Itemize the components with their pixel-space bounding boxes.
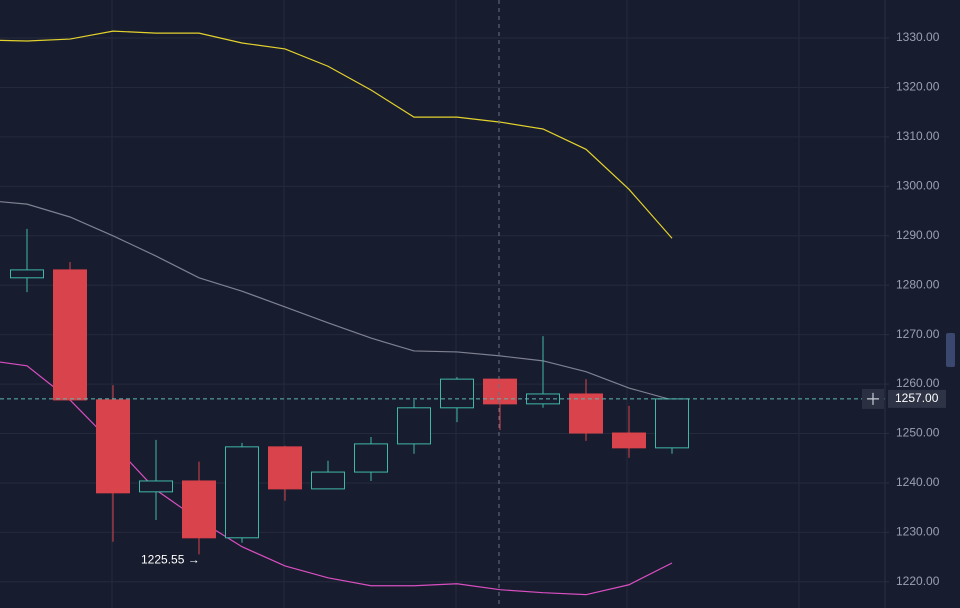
y-tick-label: 1320.00 bbox=[896, 80, 940, 94]
last-price-box bbox=[888, 389, 946, 408]
candle-body bbox=[53, 269, 87, 401]
candle-body bbox=[311, 471, 345, 490]
candle-body bbox=[96, 399, 130, 494]
vertical-grid bbox=[111, 0, 800, 608]
last-price-label: 1257.00 bbox=[895, 391, 939, 405]
candle-body bbox=[612, 432, 646, 449]
candle-body bbox=[569, 393, 603, 434]
candle-body bbox=[354, 443, 388, 473]
plot-area bbox=[0, 30, 885, 596]
y-tick-label: 1300.00 bbox=[896, 179, 940, 193]
y-tick-label: 1240.00 bbox=[896, 475, 940, 489]
band-line bbox=[0, 30, 673, 239]
candle-body bbox=[139, 480, 173, 493]
candle-body bbox=[182, 480, 216, 539]
grid bbox=[0, 37, 885, 583]
y-tick-label: 1330.00 bbox=[896, 30, 940, 44]
crosshair-plus bbox=[867, 392, 879, 405]
scroll-handle[interactable] bbox=[946, 333, 955, 367]
candle-body bbox=[483, 378, 517, 405]
y-tick-label: 1250.00 bbox=[896, 426, 940, 440]
y-tick-label: 1310.00 bbox=[896, 129, 940, 143]
candle-body bbox=[225, 446, 259, 539]
candle-body bbox=[397, 407, 431, 445]
y-tick-label: 1230.00 bbox=[896, 525, 940, 539]
y-tick-label: 1260.00 bbox=[896, 376, 940, 390]
y-tick-label: 1270.00 bbox=[896, 327, 940, 341]
candle-body bbox=[268, 446, 302, 490]
candle-body bbox=[655, 398, 689, 449]
y-tick-label: 1220.00 bbox=[896, 574, 940, 588]
low-annotation: 1225.55 → bbox=[141, 553, 200, 567]
band-line bbox=[0, 201, 673, 401]
y-tick-label: 1290.00 bbox=[896, 228, 940, 242]
candle-body bbox=[10, 269, 44, 279]
y-axis: 1220.00 1230.00 1240.00 1250.00 1260.00 1270.… bbox=[885, 30, 940, 588]
candle-body bbox=[440, 378, 474, 409]
y-tick-label: 1280.00 bbox=[896, 277, 940, 291]
